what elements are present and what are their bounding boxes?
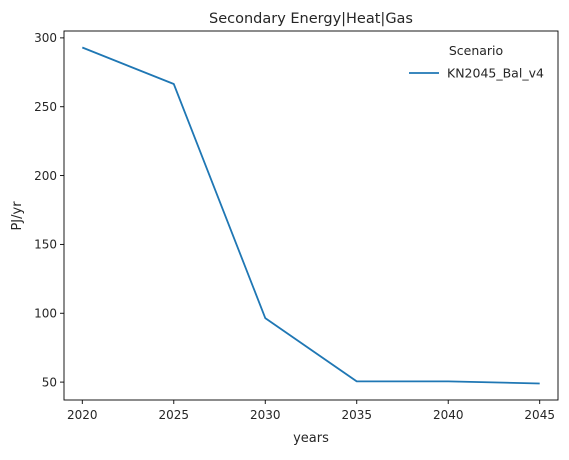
y-axis-ticks: 50 100 150 200 250 300 <box>34 31 64 389</box>
chart-title: Secondary Energy|Heat|Gas <box>209 11 413 27</box>
x-tick-label: 2025 <box>159 408 190 422</box>
x-tick-label: 2030 <box>250 408 281 422</box>
series-layer <box>81 46 540 385</box>
y-tick-label: 200 <box>34 169 57 183</box>
series-line <box>81 46 540 385</box>
y-tick-label: 50 <box>42 375 57 389</box>
y-axis-label: PJ/yr <box>10 201 25 231</box>
x-tick-label: 2035 <box>341 408 372 422</box>
legend: Scenario KN2045_Bal_v4 <box>409 43 544 81</box>
x-tick-label: 2040 <box>433 408 464 422</box>
legend-title: Scenario <box>449 43 503 58</box>
y-tick-label: 150 <box>34 238 57 252</box>
y-tick-label: 100 <box>34 306 57 320</box>
y-tick-label: 300 <box>34 31 57 45</box>
y-tick-label: 250 <box>34 100 57 114</box>
x-tick-label: 2020 <box>67 408 98 422</box>
legend-label: KN2045_Bal_v4 <box>447 66 544 81</box>
x-axis-ticks: 2020 2025 2030 2035 2040 2045 <box>67 400 555 422</box>
x-axis-label: years <box>293 431 329 446</box>
plot-frame <box>63 30 559 401</box>
x-tick-label: 2045 <box>524 408 555 422</box>
